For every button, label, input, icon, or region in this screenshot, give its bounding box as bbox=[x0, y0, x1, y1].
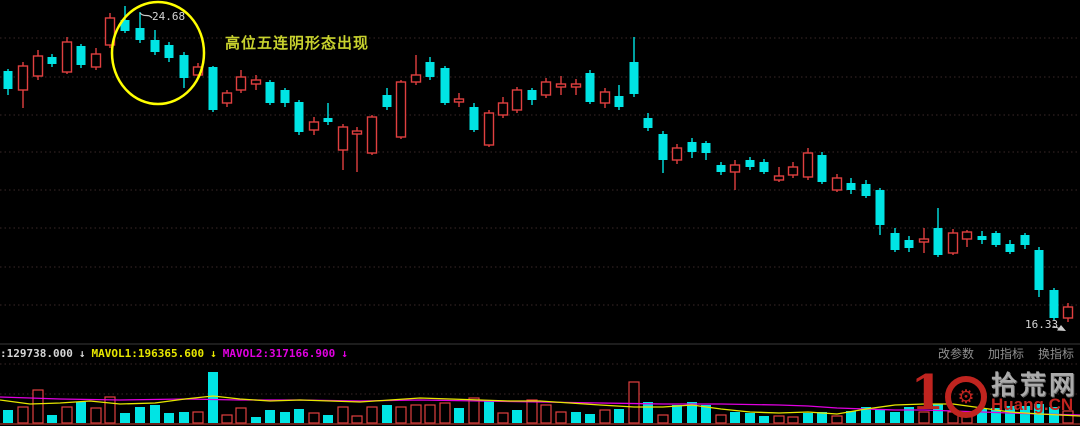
down-arrow-icon: ↓ bbox=[78, 346, 86, 360]
watermark-digit: 1 bbox=[910, 365, 944, 421]
indicator-links: 改参数 加指标 换指标 bbox=[938, 345, 1080, 362]
watermark-site-url: Huang.CN bbox=[990, 395, 1074, 414]
watermark-logo: 1 ⚙ 拾荒网 Huang.CN bbox=[910, 365, 1078, 421]
mavol2-value: MAVOL2:317166.900 bbox=[222, 346, 336, 360]
peak-price-label: 24.68 bbox=[152, 10, 186, 23]
pattern-annotation-text: 高位五连阴形态出现 bbox=[225, 35, 370, 52]
down-arrow-icon: ↓ bbox=[341, 346, 348, 360]
watermark-ring: ⚙ bbox=[944, 376, 987, 418]
add-indicator-link[interactable]: 加指标 bbox=[987, 346, 1024, 361]
mavol1-value: MAVOL1:196365.600 bbox=[91, 346, 205, 360]
volume-value: :129738.000 bbox=[0, 346, 73, 360]
indicator-status-bar: :129738.000 ↓ MAVOL1:196365.600 ↓ MAVOL2… bbox=[0, 345, 1080, 361]
watermark-site-name: 拾荒网 bbox=[990, 370, 1078, 400]
change-params-link[interactable]: 改参数 bbox=[937, 346, 974, 361]
switch-indicator-link[interactable]: 换指标 bbox=[1037, 346, 1074, 361]
last-price-label: 16.33 bbox=[1025, 318, 1059, 331]
down-arrow-icon: ↓ bbox=[210, 346, 217, 360]
gear-icon: ⚙ bbox=[957, 386, 975, 408]
